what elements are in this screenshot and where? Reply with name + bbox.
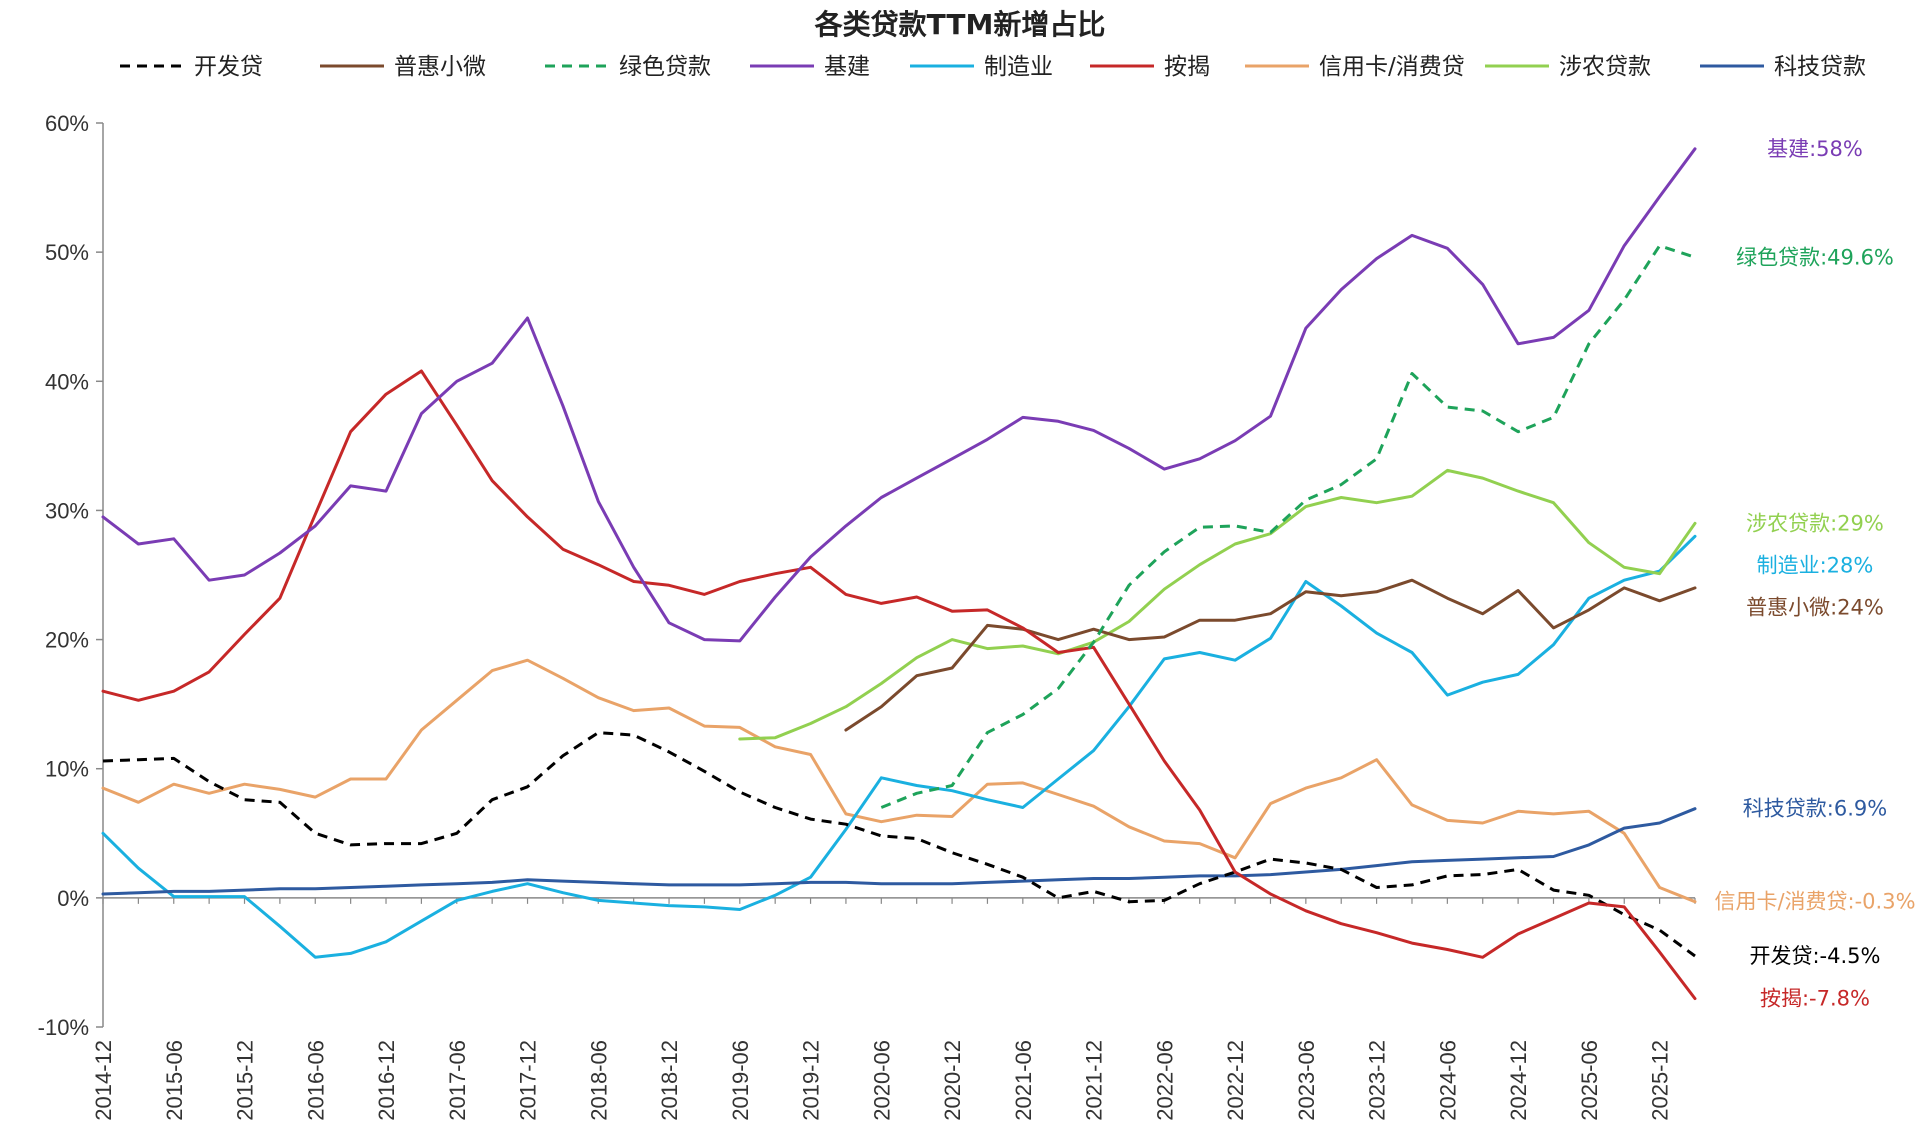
legend-item-0: 开发贷	[120, 54, 263, 80]
legend-label: 基建	[824, 54, 870, 80]
series-line-5	[101, 369, 1697, 1001]
legend-label: 绿色贷款	[619, 54, 711, 80]
x-tick-label: 2023-12	[1365, 1040, 1390, 1121]
end-label-6: 信用卡/消费贷:-0.3%	[1714, 890, 1915, 914]
end-label-2: 绿色贷款:49.6%	[1736, 245, 1894, 269]
series-line-8	[101, 807, 1697, 896]
x-tick-label: 2016-06	[303, 1040, 328, 1121]
x-tick-label: 2023-06	[1294, 1040, 1319, 1121]
x-tick-label: 2025-06	[1577, 1040, 1602, 1121]
x-tick-label: 2017-12	[516, 1040, 541, 1121]
legend-label: 制造业	[984, 54, 1053, 80]
y-tick-label: 60%	[45, 111, 89, 136]
end-labels: 基建:58% 绿色贷款:49.6% 涉农贷款:29% 制造业:28% 普惠小微:24% 科…	[1714, 137, 1915, 1011]
legend-item-5: 按揭	[1090, 54, 1210, 80]
legend: 开发贷 普惠小微 绿色贷款 基建 制造业 按揭 信用卡/消费贷 涉农贷款 科技贷款	[120, 54, 1866, 80]
legend-label: 按揭	[1164, 54, 1210, 80]
series-layer	[101, 147, 1697, 1001]
y-tick-label: 40%	[45, 369, 89, 394]
x-tick-label: 2020-12	[940, 1040, 965, 1121]
chart-title: 各类贷款TTM新增占比	[814, 8, 1106, 41]
series-line-1	[844, 578, 1697, 732]
legend-item-1: 普惠小微	[320, 54, 486, 80]
end-label-5: 按揭:-7.8%	[1760, 987, 1870, 1011]
x-tick-label: 2019-06	[728, 1040, 753, 1121]
y-tick-label: 0%	[57, 886, 89, 911]
x-tick-label: 2024-12	[1506, 1040, 1531, 1121]
x-tick-label: 2020-06	[869, 1040, 894, 1121]
legend-label: 开发贷	[194, 54, 263, 80]
y-tick-label: 30%	[45, 498, 89, 523]
legend-item-6: 信用卡/消费贷	[1245, 54, 1465, 80]
end-label-4: 制造业:28%	[1757, 553, 1874, 577]
end-label-0: 开发贷:-4.5%	[1749, 944, 1880, 968]
x-tick-label: 2021-12	[1082, 1040, 1107, 1121]
series-line-6	[101, 658, 1697, 904]
y-tick-label: -10%	[38, 1015, 89, 1040]
x-tick-label: 2021-06	[1011, 1040, 1036, 1121]
y-tick-label: 10%	[45, 757, 89, 782]
legend-label: 信用卡/消费贷	[1319, 54, 1465, 80]
series-line-7	[738, 468, 1697, 741]
end-label-7: 涉农贷款:29%	[1746, 511, 1884, 535]
y-tick-label: 50%	[45, 240, 89, 265]
x-tick-label: 2015-06	[162, 1040, 187, 1121]
axes: 60% 50% 40% 30% 20% 10% 0% -10%2014-12 2015-06 20…	[38, 111, 1696, 1121]
x-tick-label: 2019-12	[799, 1040, 824, 1121]
legend-label: 涉农贷款	[1559, 54, 1651, 80]
x-tick-label: 2016-12	[374, 1040, 399, 1121]
x-tick-label: 2018-12	[657, 1040, 682, 1121]
legend-item-2: 绿色贷款	[545, 54, 711, 80]
legend-item-7: 涉农贷款	[1485, 54, 1651, 80]
x-tick-label: 2022-12	[1223, 1040, 1248, 1121]
series-line-2	[880, 244, 1696, 809]
legend-item-8: 科技贷款	[1700, 54, 1866, 80]
series-line-3	[101, 147, 1697, 643]
x-tick-label: 2022-06	[1152, 1040, 1177, 1121]
x-tick-label: 2017-06	[445, 1040, 470, 1121]
end-label-8: 科技贷款:6.9%	[1743, 797, 1887, 821]
x-tick-label: 2014-12	[91, 1040, 116, 1121]
x-tick-label: 2018-06	[586, 1040, 611, 1121]
legend-label: 科技贷款	[1774, 54, 1866, 80]
x-tick-label: 2015-12	[233, 1040, 258, 1121]
x-tick-label: 2025-12	[1648, 1040, 1673, 1121]
legend-item-4: 制造业	[910, 54, 1053, 80]
legend-item-3: 基建	[750, 54, 870, 80]
x-tick-label: 2024-06	[1435, 1040, 1460, 1121]
series-line-4	[101, 534, 1697, 959]
legend-label: 普惠小微	[394, 54, 486, 80]
y-tick-label: 20%	[45, 628, 89, 653]
series-line-0	[102, 731, 1696, 958]
end-label-3: 基建:58%	[1767, 137, 1863, 161]
end-label-1: 普惠小微:24%	[1746, 595, 1884, 619]
